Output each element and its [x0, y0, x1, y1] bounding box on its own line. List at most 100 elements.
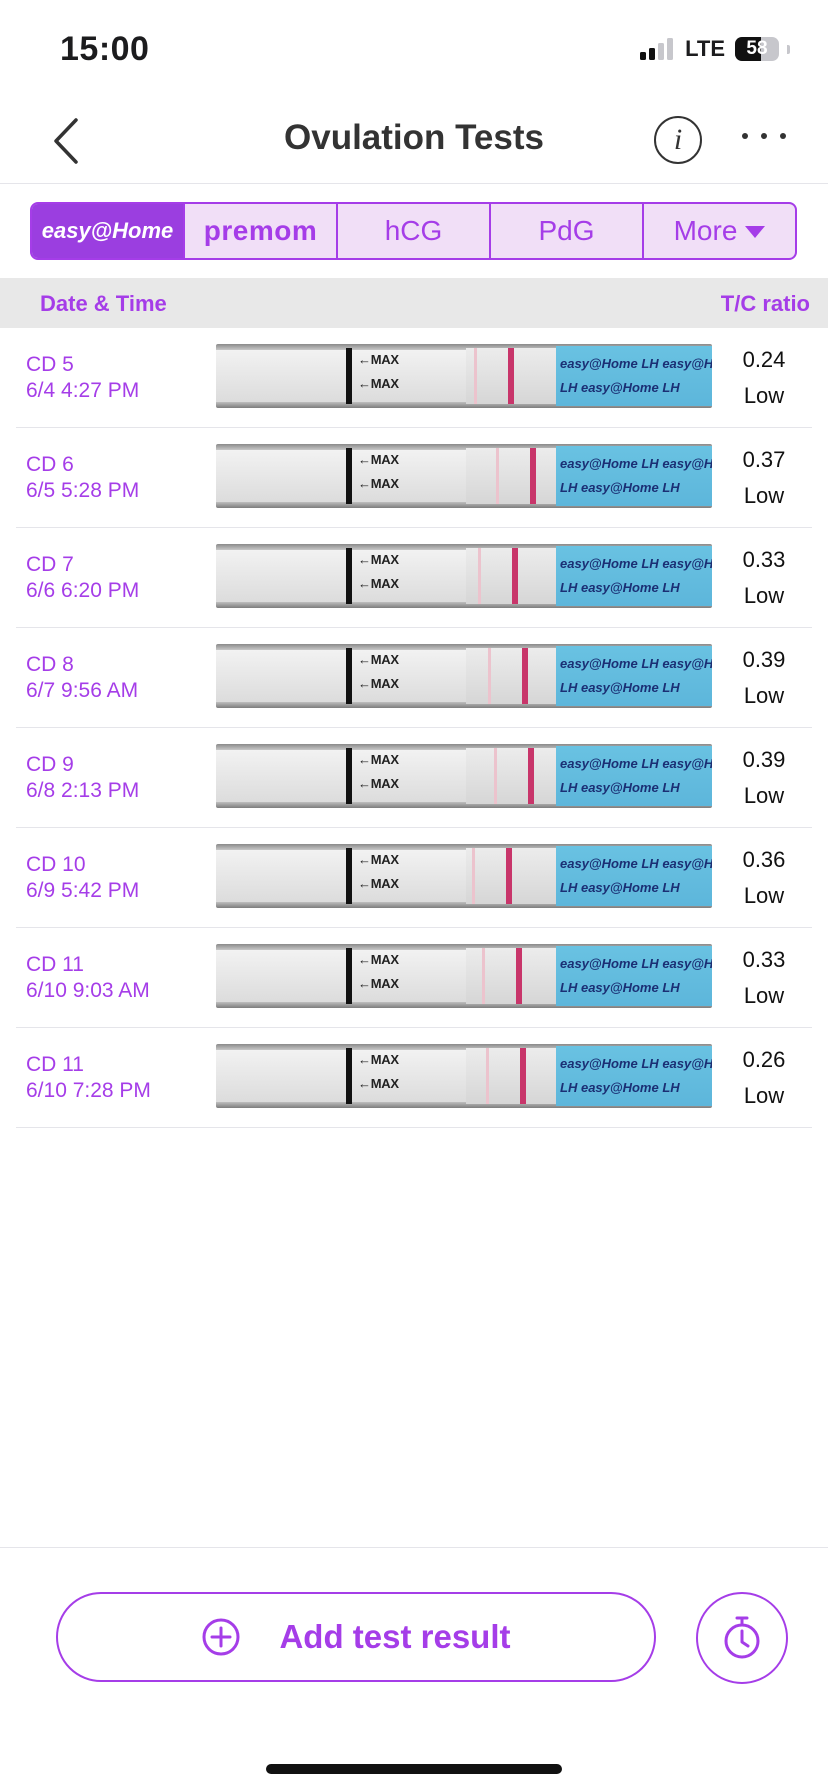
- strip-max-label: ←MAX: [358, 452, 399, 467]
- table-row[interactable]: CD 9 6/8 2:13 PM ←MAX ←MAX easy@Home LH easy…: [16, 728, 812, 828]
- table-row[interactable]: CD 6 6/5 5:28 PM ←MAX ←MAX easy@Home LH easy…: [16, 428, 812, 528]
- table-row[interactable]: CD 5 6/4 4:27 PM ←MAX ←MAX easy@Home LH easy…: [16, 328, 812, 428]
- strip-max-label: ←MAX: [358, 852, 399, 867]
- row-level: Low: [743, 883, 785, 908]
- table-row[interactable]: CD 11 6/10 7:28 PM ←MAX ←MAX easy@Home LH ea…: [16, 1028, 812, 1128]
- row-level: Low: [743, 583, 785, 608]
- back-button[interactable]: [48, 116, 84, 166]
- row-cycle-day: CD 8: [26, 653, 74, 676]
- tab-premom[interactable]: premom: [185, 204, 338, 258]
- test-type-tabs: easy@Home premom hCG PdG More: [30, 202, 797, 260]
- row-cycle-day: CD 11: [26, 1053, 84, 1076]
- more-dots-icon[interactable]: [742, 126, 786, 146]
- row-date-time: CD 9 6/8 2:13 PM: [26, 752, 139, 804]
- back-chevron-icon: [54, 118, 78, 164]
- tab-pdg[interactable]: PdG: [491, 204, 644, 258]
- tab-more[interactable]: More: [644, 204, 795, 258]
- strip-max-label: ←MAX: [358, 652, 399, 667]
- cellular-signal-icon: [640, 38, 674, 60]
- row-cycle-day: CD 9: [26, 753, 74, 776]
- row-tc-ratio: 0.33: [742, 947, 786, 972]
- table-row[interactable]: CD 8 6/7 9:56 AM ←MAX ←MAX easy@Home LH easy…: [16, 628, 812, 728]
- row-tc-ratio: 0.24: [742, 347, 786, 372]
- row-date-time: CD 7 6/6 6:20 PM: [26, 552, 139, 604]
- row-level: Low: [743, 1083, 785, 1108]
- row-datetime: 6/5 5:28 PM: [26, 479, 140, 502]
- row-ratio: 0.26 Low: [724, 1042, 804, 1114]
- row-tc-ratio: 0.39: [742, 747, 786, 772]
- row-ratio: 0.39 Low: [724, 742, 804, 814]
- page-title: Ovulation Tests: [284, 118, 544, 157]
- battery-percent: 58: [746, 38, 768, 59]
- row-datetime: 6/10 9:03 AM: [26, 979, 150, 1002]
- row-date-time: CD 6 6/5 5:28 PM: [26, 452, 139, 504]
- strip-max-label: ←MAX: [358, 752, 399, 767]
- row-cycle-day: CD 7: [26, 553, 74, 576]
- battery-cap: [787, 44, 790, 54]
- table-row[interactable]: CD 10 6/9 5:42 PM ←MAX ←MAX easy@Home LH eas…: [16, 828, 812, 928]
- row-datetime: 6/8 2:13 PM: [26, 779, 140, 802]
- row-ratio: 0.33 Low: [724, 542, 804, 614]
- row-datetime: 6/6 6:20 PM: [26, 579, 140, 602]
- row-datetime: 6/4 4:27 PM: [26, 379, 140, 402]
- tab-easy-home[interactable]: easy@Home: [32, 204, 185, 258]
- row-date-time: CD 10 6/9 5:42 PM: [26, 852, 139, 904]
- row-date-time: CD 11 6/10 7:28 PM: [26, 1052, 151, 1104]
- stopwatch-icon: [724, 1616, 760, 1659]
- strip-max-label: ←MAX: [358, 776, 399, 791]
- row-level: Low: [743, 383, 785, 408]
- strip-max-label: ←MAX: [358, 876, 399, 891]
- add-test-result-label: Add test result: [279, 1618, 511, 1655]
- row-level: Low: [743, 983, 785, 1008]
- strip-max-label: ←MAX: [358, 952, 399, 967]
- strip-max-label: ←MAX: [358, 552, 399, 567]
- row-date-time: CD 5 6/4 4:27 PM: [26, 352, 139, 404]
- row-tc-ratio: 0.26: [742, 1047, 786, 1072]
- row-date-time: CD 8 6/7 9:56 AM: [26, 652, 138, 704]
- tab-more-label: More: [673, 215, 738, 246]
- tab-hcg[interactable]: hCG: [338, 204, 491, 258]
- network-type: LTE: [685, 36, 725, 61]
- table-row[interactable]: CD 7 6/6 6:20 PM ←MAX ←MAX easy@Home LH easy…: [16, 528, 812, 628]
- info-icon[interactable]: i: [654, 116, 702, 164]
- strip-max-label: ←MAX: [358, 1052, 399, 1067]
- bottom-divider: [0, 1547, 828, 1548]
- strip-max-label: ←MAX: [358, 976, 399, 991]
- info-glyph: i: [673, 123, 683, 156]
- row-cycle-day: CD 10: [26, 853, 86, 876]
- strip-max-label: ←MAX: [358, 1076, 399, 1091]
- status-indicators: LTE 58: [640, 36, 790, 62]
- table-row[interactable]: CD 11 6/10 9:03 AM ←MAX ←MAX easy@Home LH ea…: [16, 928, 812, 1028]
- row-tc-ratio: 0.36: [742, 847, 786, 872]
- row-ratio: 0.36 Low: [724, 842, 804, 914]
- strip-max-label: ←MAX: [358, 476, 399, 491]
- nav-bar: Ovulation Tests i: [0, 96, 828, 184]
- row-ratio: 0.39 Low: [724, 642, 804, 714]
- row-cycle-day: CD 5: [26, 353, 74, 376]
- row-datetime: 6/7 9:56 AM: [26, 679, 139, 702]
- timer-button[interactable]: [696, 1592, 788, 1684]
- status-bar: 15:00 LTE 58: [0, 0, 828, 96]
- row-ratio: 0.24 Low: [724, 342, 804, 414]
- row-cycle-day: CD 11: [26, 953, 84, 976]
- strip-max-label: ←MAX: [358, 376, 399, 391]
- header-tc-ratio: T/C ratio: [720, 291, 810, 316]
- battery-icon: 58: [735, 37, 779, 61]
- row-ratio: 0.37 Low: [724, 442, 804, 514]
- row-level: Low: [743, 683, 785, 708]
- row-level: Low: [743, 483, 785, 508]
- row-tc-ratio: 0.39: [742, 647, 786, 672]
- add-test-result-button[interactable]: Add test result: [56, 1592, 656, 1682]
